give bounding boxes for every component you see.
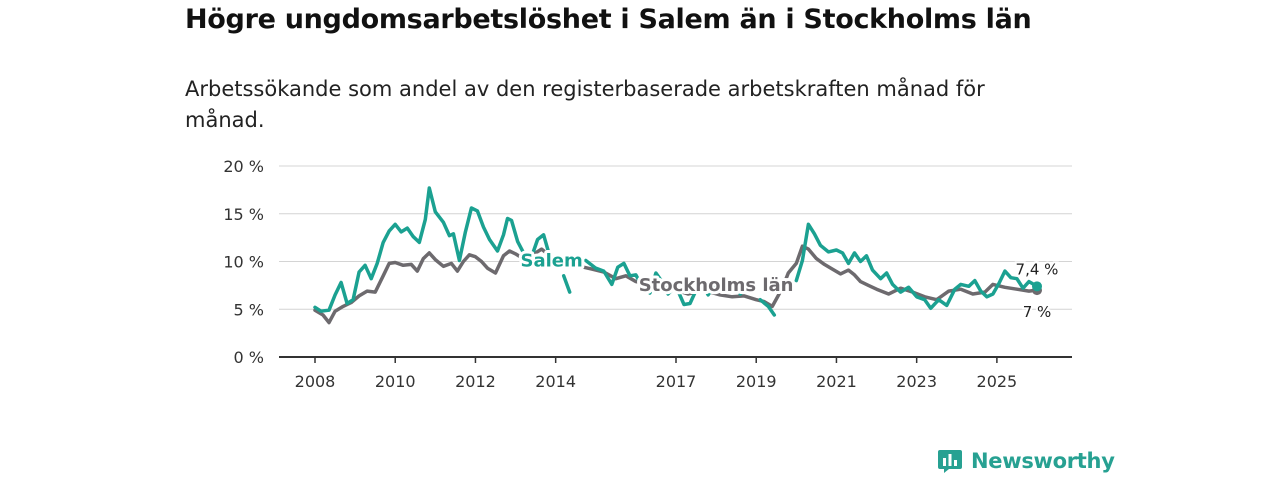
x-tick-label: 2021 bbox=[816, 372, 857, 391]
y-tick-label: 5 % bbox=[234, 300, 264, 319]
series-layer bbox=[313, 186, 1039, 325]
newsworthy-logo-icon bbox=[938, 450, 962, 473]
x-tick-label: 2019 bbox=[736, 372, 777, 391]
y-tick-label: 15 % bbox=[223, 205, 264, 224]
y-tick-label: 10 % bbox=[223, 253, 264, 272]
series-label-salem: Salem bbox=[521, 250, 583, 271]
line-chart: 0 %5 %10 %15 %20 % 2008 2010 2012 2014 2017 2… bbox=[223, 157, 1072, 391]
x-tick-label: 2023 bbox=[896, 372, 937, 391]
brand-name: Newsworthy bbox=[971, 449, 1115, 473]
series-label-stockholms-l-n: Stockholms län bbox=[639, 275, 794, 296]
chart-subtitle: Arbetssökande som andel av den registerb… bbox=[185, 77, 985, 132]
end-label-salem: 7,4 % bbox=[1016, 260, 1059, 278]
x-tick-label: 2010 bbox=[375, 372, 416, 391]
y-axis: 0 % 5 % 10 % 15 % 20 % bbox=[223, 157, 264, 367]
y-tick-label: 20 % bbox=[223, 157, 264, 176]
chart-title: Högre ungdomsarbetslöshet i Salem än i S… bbox=[185, 4, 1032, 35]
series-line-salem bbox=[313, 186, 1039, 317]
end-point-salem bbox=[1032, 281, 1042, 292]
x-tick-label: 2025 bbox=[977, 372, 1018, 391]
grid-layer bbox=[279, 165, 1072, 310]
x-tick-label: 2014 bbox=[535, 372, 576, 391]
end-label-stockholms-l-n: 7 % bbox=[1023, 303, 1052, 321]
x-axis: 2008 2010 2012 2014 2017 2019 2021 2023 2025 bbox=[279, 356, 1072, 391]
brand-logo: Newsworthy bbox=[937, 448, 1115, 474]
annotation-layer: 7 % 7,4 % Salem Stockholms län bbox=[518, 247, 1061, 323]
x-tick-label: 2017 bbox=[656, 372, 697, 391]
y-tick-label: 0 % bbox=[234, 348, 264, 367]
x-tick-label: 2008 bbox=[295, 372, 336, 391]
series-line-stockholms-l-n bbox=[313, 244, 1039, 325]
x-tick-label: 2012 bbox=[455, 372, 496, 391]
